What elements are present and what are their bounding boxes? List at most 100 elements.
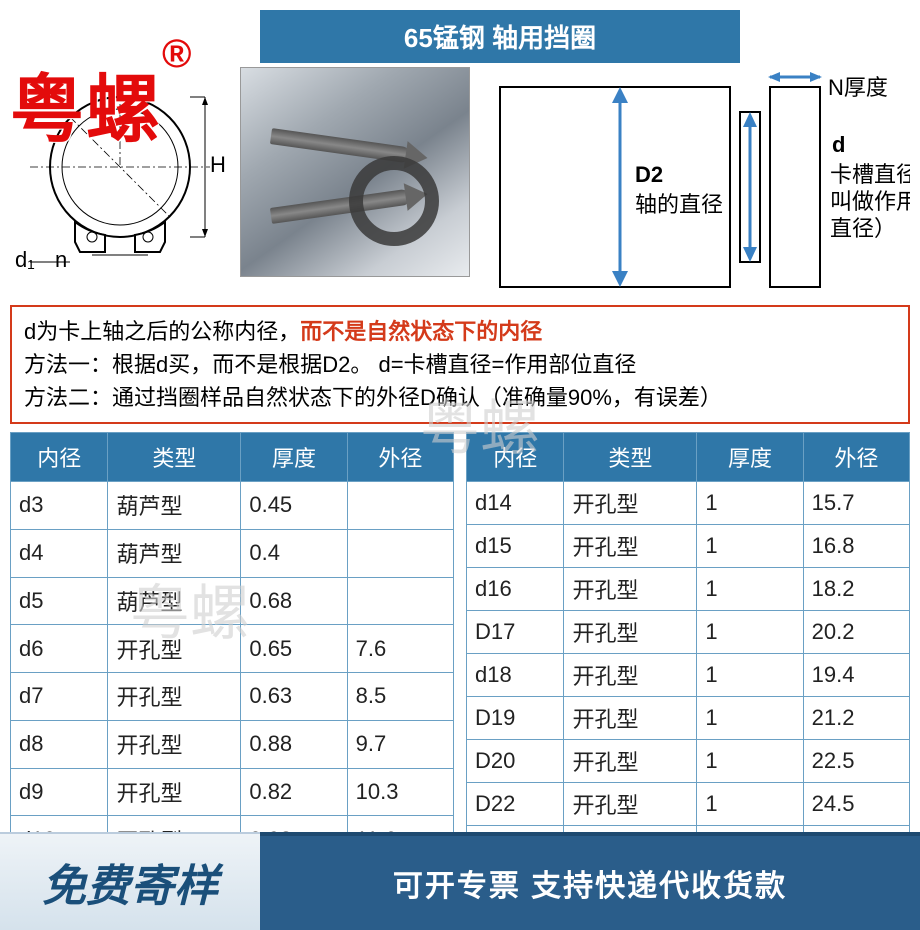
table-cell: D17: [467, 611, 564, 654]
table-cell: 开孔型: [564, 654, 697, 697]
table-row: d16开孔型118.2: [467, 568, 910, 611]
info-line1-em: 而不是自然状态下的内径: [300, 319, 542, 344]
info-line1-prefix: d为卡上轴之后的公称内径，: [24, 319, 300, 344]
table-row: D19开孔型121.2: [467, 697, 910, 740]
table-cell: d3: [11, 482, 108, 530]
table-cell: d4: [11, 529, 108, 577]
table-header: 外径: [803, 433, 909, 482]
info-line2: 方法一：根据d买，而不是根据D2。 d=卡槽直径=作用部位直径: [24, 348, 896, 381]
table-cell: 1: [697, 783, 803, 826]
info-line3: 方法二：通过挡圈样品自然状态下的外径D确认（准确量90%，有误差）: [24, 381, 896, 414]
table-cell: 24.5: [803, 783, 909, 826]
table-cell: 1: [697, 697, 803, 740]
table-row: D17开孔型120.2: [467, 611, 910, 654]
table-row: d5葫芦型0.68: [11, 577, 454, 625]
table-cell: 葫芦型: [108, 577, 241, 625]
label-d: d: [832, 132, 845, 157]
label-d-desc1: 卡槽直径（也: [830, 162, 910, 187]
table-cell: D22: [467, 783, 564, 826]
label-d1: d₁: [15, 247, 35, 272]
registered-mark: ®: [162, 32, 193, 76]
table-cell: 0.88: [241, 720, 347, 768]
dimension-diagram: D2 轴的直径 N厚度 d 卡槽直径（也 叫做作用部位 直径）: [480, 67, 910, 297]
table-cell: 0.63: [241, 673, 347, 721]
table-cell: d9: [11, 768, 108, 816]
table-cell: d7: [11, 673, 108, 721]
footer-banner: 免费寄样 可开专票 支持快递代收货款: [0, 832, 920, 930]
table-header: 类型: [108, 433, 241, 482]
table-cell: 开孔型: [108, 625, 241, 673]
table-cell: 9.7: [347, 720, 453, 768]
table-header: 厚度: [697, 433, 803, 482]
table-cell: 葫芦型: [108, 529, 241, 577]
table-cell: 0.82: [241, 768, 347, 816]
table-cell: 0.65: [241, 625, 347, 673]
table-cell: D19: [467, 697, 564, 740]
table-cell: 开孔型: [564, 740, 697, 783]
footer-free-sample: 免费寄样: [0, 832, 260, 930]
table-header: 外径: [347, 433, 453, 482]
table-cell: 19.4: [803, 654, 909, 697]
table-cell: 1: [697, 482, 803, 525]
table-cell: 0.68: [241, 577, 347, 625]
table-row: d4葫芦型0.4: [11, 529, 454, 577]
table-cell: 1: [697, 740, 803, 783]
table-cell: 1: [697, 568, 803, 611]
table-cell: 葫芦型: [108, 482, 241, 530]
label-D2: D2: [635, 162, 663, 187]
table-cell: 开孔型: [108, 768, 241, 816]
table-row: d14开孔型115.7: [467, 482, 910, 525]
table-cell: [347, 529, 453, 577]
info-box: d为卡上轴之后的公称内径，而不是自然状态下的内径 方法一：根据d买，而不是根据D…: [10, 305, 910, 424]
table-cell: 8.5: [347, 673, 453, 721]
table-cell: 开孔型: [564, 525, 697, 568]
brand-logo: 粤螺®: [10, 50, 193, 157]
table-cell: 0.4: [241, 529, 347, 577]
table-cell: D20: [467, 740, 564, 783]
table-cell: d6: [11, 625, 108, 673]
table-cell: 16.8: [803, 525, 909, 568]
table-cell: 开孔型: [564, 568, 697, 611]
table-cell: 0.45: [241, 482, 347, 530]
table-row: d9开孔型0.8210.3: [11, 768, 454, 816]
table-row: D20开孔型122.5: [467, 740, 910, 783]
table-header: 内径: [467, 433, 564, 482]
table-cell: 开孔型: [564, 482, 697, 525]
table-header: 厚度: [241, 433, 347, 482]
label-d-desc2: 叫做作用部位: [830, 189, 910, 214]
table-cell: 22.5: [803, 740, 909, 783]
table-cell: 20.2: [803, 611, 909, 654]
table-cell: d15: [467, 525, 564, 568]
table-cell: [347, 482, 453, 530]
table-row: d6开孔型0.657.6: [11, 625, 454, 673]
label-n: n: [55, 247, 67, 272]
table-cell: 10.3: [347, 768, 453, 816]
table-cell: d14: [467, 482, 564, 525]
table-cell: 15.7: [803, 482, 909, 525]
table-row: D22开孔型124.5: [467, 783, 910, 826]
brand-text: 粤螺: [10, 68, 162, 151]
table-row: d8开孔型0.889.7: [11, 720, 454, 768]
table-cell: 1: [697, 654, 803, 697]
table-cell: 开孔型: [564, 697, 697, 740]
label-N: N厚度: [828, 75, 888, 100]
label-H: H: [210, 152, 226, 177]
info-line1: d为卡上轴之后的公称内径，而不是自然状态下的内径: [24, 315, 896, 348]
table-row: d15开孔型116.8: [467, 525, 910, 568]
table-cell: d16: [467, 568, 564, 611]
page-title: 65锰钢 轴用挡圈: [260, 10, 740, 63]
table-cell: d8: [11, 720, 108, 768]
table-cell: 1: [697, 525, 803, 568]
table-row: d18开孔型119.4: [467, 654, 910, 697]
label-d-desc3: 直径）: [830, 216, 896, 241]
table-cell: d5: [11, 577, 108, 625]
label-D2-desc: 轴的直径: [635, 192, 723, 217]
product-photo: [240, 67, 470, 277]
table-cell: [347, 577, 453, 625]
table-header: 类型: [564, 433, 697, 482]
table-cell: 1: [697, 611, 803, 654]
table-cell: 21.2: [803, 697, 909, 740]
table-cell: 开孔型: [108, 673, 241, 721]
table-cell: d18: [467, 654, 564, 697]
footer-services: 可开专票 支持快递代收货款: [260, 832, 920, 930]
